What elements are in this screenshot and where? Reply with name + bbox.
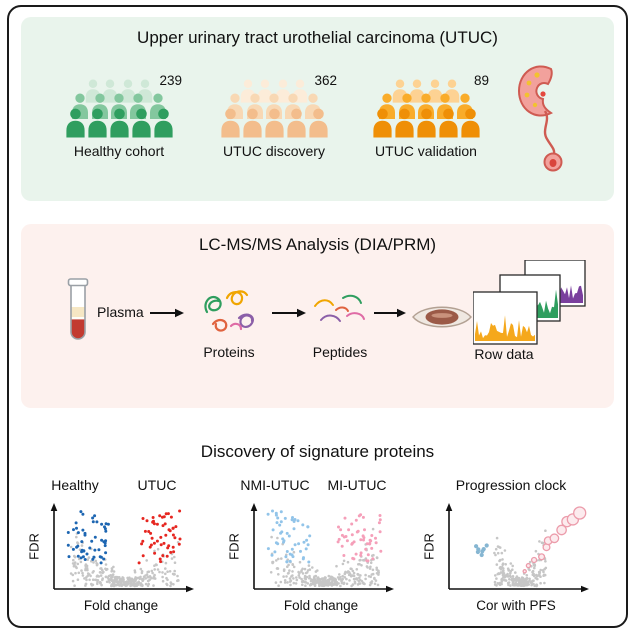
volcano1-left-label: Healthy	[51, 477, 99, 493]
chromatogram-orange	[473, 291, 538, 345]
plasma-tube-icon	[67, 278, 89, 340]
discovery-panel-title: Discovery of signature proteins	[200, 442, 435, 461]
discovery-crowd-icons	[209, 73, 339, 139]
plasma-label: Plasma	[97, 304, 144, 320]
volcano-plot-nmi-mi: NMI-UTUC MI-UTUC FDR Fold change	[221, 477, 411, 619]
volcano2-scatter	[250, 503, 394, 593]
volcano2-ylabel: FDR	[226, 533, 242, 560]
person-icon	[427, 79, 443, 103]
arrow-right-icon	[272, 308, 306, 318]
person-icon	[308, 108, 328, 138]
volcano1-ylabel: FDR	[26, 533, 42, 560]
ms-panel: LC-MS/MS Analysis (DIA/PRM) Plasma Prote…	[21, 224, 614, 408]
discovery-count: 362	[314, 73, 337, 88]
peptides-label: Peptides	[312, 344, 368, 360]
peptides-icon	[314, 294, 365, 322]
validation-label: UTUC validation	[375, 143, 477, 159]
person-icon	[242, 108, 262, 138]
progression-title: Progression clock	[455, 477, 567, 493]
rowdata-label: Row data	[474, 346, 534, 362]
discovery-label: UTUC discovery	[223, 143, 325, 159]
arrow-right-icon	[150, 308, 184, 318]
cohort-panel: Upper urinary tract urothelial carcinoma…	[21, 17, 614, 201]
volcano1-head: Healthy UTUC	[21, 477, 211, 499]
person-icon	[65, 108, 85, 138]
cohort-panel-title: Upper urinary tract urothelial carcinoma…	[137, 28, 498, 47]
person-icon	[264, 108, 284, 138]
volcano2-right-label: MI-UTUC	[327, 477, 387, 493]
person-icon	[87, 108, 107, 138]
person-icon	[372, 108, 392, 138]
arrow-right-icon	[374, 308, 406, 318]
volcano2-left-label: NMI-UTUC	[240, 477, 310, 493]
progression-xlabel: Cor with PFS	[476, 598, 556, 613]
mass-spectrometer-icon	[412, 306, 472, 328]
person-icon	[409, 79, 425, 103]
person-icon	[460, 108, 480, 138]
figure-frame: Upper urinary tract urothelial carcinoma…	[7, 5, 628, 628]
person-icon	[394, 108, 414, 138]
volcano1-scatter	[50, 503, 194, 593]
person-icon	[416, 108, 436, 138]
volcano2-head: NMI-UTUC MI-UTUC	[221, 477, 411, 499]
cohort-validation: 89 UTUC validation	[361, 73, 491, 159]
raw-data-panels-icon	[473, 260, 586, 345]
person-icon	[131, 108, 151, 138]
progression-ylabel: FDR	[421, 533, 437, 560]
person-icon	[438, 108, 458, 138]
volcano-plot-healthy-utuc: Healthy UTUC FDR Fold change	[21, 477, 211, 619]
volcano1-right-label: UTUC	[137, 477, 177, 493]
healthy-count: 239	[159, 73, 182, 88]
progression-scatter	[445, 503, 589, 593]
proteins-label: Proteins	[203, 344, 255, 360]
person-icon	[153, 108, 173, 138]
cohort-healthy: 239 Healthy cohort	[54, 73, 184, 159]
volcano1-xlabel: Fold change	[83, 598, 159, 613]
person-icon	[120, 79, 136, 103]
person-icon	[220, 108, 240, 138]
person-icon	[257, 79, 273, 103]
proteins-icon	[204, 290, 254, 332]
person-icon	[275, 79, 291, 103]
discovery-panel: Discovery of signature proteins Healthy …	[21, 431, 614, 623]
kidney-icon	[517, 65, 563, 172]
validation-crowd-icons	[361, 73, 491, 139]
person-icon	[102, 79, 118, 103]
validation-count: 89	[473, 73, 489, 88]
healthy-label: Healthy cohort	[73, 143, 165, 159]
healthy-crowd-icons	[54, 73, 184, 139]
volcano2-xlabel: Fold change	[283, 598, 359, 613]
ms-panel-title: LC-MS/MS Analysis (DIA/PRM)	[198, 235, 437, 254]
progression-clock-plot: Progression clock FDR Cor with PFS	[416, 477, 606, 619]
progression-head: Progression clock	[416, 477, 606, 499]
person-icon	[109, 108, 129, 138]
person-icon	[286, 108, 306, 138]
cohort-discovery: 362 UTUC discovery	[209, 73, 339, 159]
